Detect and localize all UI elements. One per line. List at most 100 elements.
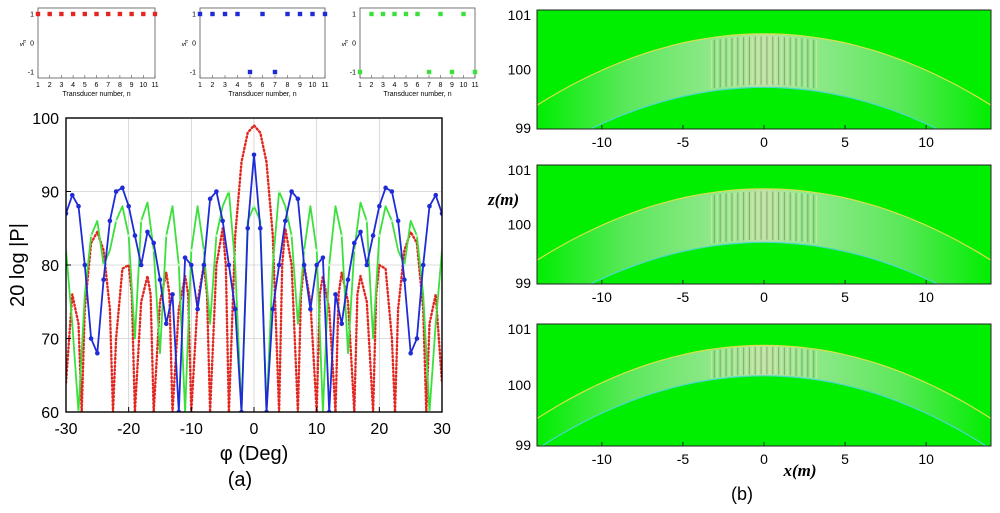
x-tick-label: 10 <box>139 82 147 89</box>
plot-area <box>66 124 442 412</box>
weight-marker <box>392 11 397 17</box>
x-tick-label: 7 <box>273 82 277 89</box>
x-tick-label: 20 <box>370 421 388 438</box>
x-tick-label: -10 <box>592 134 612 150</box>
field-area <box>537 165 991 284</box>
y-axis-label: z(m) <box>487 190 519 209</box>
x-tick-label: 2 <box>48 82 52 89</box>
band-lower-edge <box>589 241 939 284</box>
y-tick-label: 1 <box>192 12 196 19</box>
beam-pattern-plot: -30 -20 -10 0 10 20 30 60 70 80 90 100 φ (Deg) 20 log… <box>7 111 451 465</box>
series-marker-blue-markers <box>126 203 131 209</box>
series-marker-blue-markers <box>377 203 382 209</box>
plot-frame <box>37 7 156 79</box>
series-marker-blue-markers <box>170 292 175 297</box>
series-marker-blue-markers <box>395 218 401 224</box>
x-tick-label: 10 <box>309 82 317 89</box>
y-tick-label: 0 <box>30 41 34 48</box>
field-area <box>537 10 991 129</box>
series-marker-green-pattern <box>415 234 419 238</box>
series-marker-blue-markers <box>207 196 213 202</box>
series-marker-green-pattern <box>114 219 118 223</box>
x-tick-label: -10 <box>592 451 612 467</box>
series-marker-blue-markers <box>226 262 232 268</box>
x-tick-label: -5 <box>677 134 690 150</box>
series-marker-blue-markers <box>69 192 75 198</box>
series-marker-blue-markers <box>201 262 207 268</box>
weight-marker <box>472 69 478 75</box>
series-marker-blue-markers <box>163 321 169 327</box>
band-lower-edge <box>589 86 939 129</box>
x-tick-label: 0 <box>760 289 768 305</box>
series-marker-blue-markers <box>257 225 263 231</box>
x-tick-label: -5 <box>677 289 690 305</box>
panel-a-caption: (a) <box>228 469 252 491</box>
series-marker-blue-markers <box>420 262 426 268</box>
weight-marker <box>35 11 41 17</box>
series-marker-green-pattern <box>290 234 293 238</box>
x-tick-label: 10 <box>918 134 934 150</box>
y-tick-label: 99 <box>515 275 531 291</box>
weight-marker <box>222 11 228 17</box>
y-tick-label: 90 <box>41 185 59 202</box>
y-tick-label: 0 <box>192 41 196 48</box>
weight-marker <box>47 11 52 17</box>
field-panel-3: -10 -5 0 5 10 99 100 101 x(m) <box>508 321 992 480</box>
x-tick-label: 6 <box>261 82 265 89</box>
x-tick-label: 5 <box>841 289 849 305</box>
series-marker-blue-markers <box>182 255 188 260</box>
series-marker-blue-markers <box>76 203 81 209</box>
y-tick-label: -1 <box>28 70 34 77</box>
weight-marker <box>59 11 64 17</box>
series-marker-green-pattern <box>377 234 381 238</box>
weight-marker <box>94 11 99 17</box>
y-tick-label: 1 <box>30 12 34 19</box>
y-tick-label: 101 <box>508 162 532 178</box>
x-tick-label: 9 <box>130 82 134 89</box>
series-marker-blue-markers <box>408 350 413 356</box>
series-marker-green-pattern <box>139 219 143 223</box>
series-marker-blue-markers <box>276 262 282 268</box>
weight-marker <box>129 11 134 17</box>
series-marker-blue-markers <box>364 262 370 268</box>
weight-marker <box>449 69 455 75</box>
series-marker-blue-markers <box>308 306 313 312</box>
weight-marker <box>210 11 215 17</box>
series-marker-green-pattern <box>189 248 193 252</box>
x-tick-label: 11 <box>321 82 328 89</box>
series-marker-blue-markers <box>214 189 219 194</box>
weight-marker <box>141 11 146 17</box>
series-marker-blue-markers <box>270 306 276 312</box>
y-tick-label: 101 <box>508 321 532 337</box>
plot-frame <box>359 7 476 79</box>
plot-frame <box>199 7 326 79</box>
band-upper-edge <box>537 188 991 261</box>
x-tick-label: 9 <box>298 82 302 89</box>
weight-marker <box>426 69 432 75</box>
x-tick-label: 1 <box>36 82 40 89</box>
series-marker-green-pattern <box>390 219 394 223</box>
series-marker-blue-markers <box>138 262 144 268</box>
y-tick-label: 70 <box>41 332 59 349</box>
series-marker-blue-markers <box>195 306 200 312</box>
weight-marker <box>260 11 265 17</box>
x-tick-label: 5 <box>841 451 849 467</box>
series-marker-blue-markers <box>151 240 157 246</box>
series-marker-green-pattern <box>340 234 344 238</box>
series-marker-blue-markers <box>320 255 326 260</box>
x-axis-label: Transducer number, n <box>228 91 296 98</box>
series-marker-blue-markers <box>389 189 395 194</box>
series-marker-blue-markers <box>283 218 288 224</box>
series-marker-blue-markers <box>301 262 307 268</box>
series-marker-blue-markers <box>107 218 113 224</box>
x-tick-label: 0 <box>250 421 259 438</box>
x-tick-label: -20 <box>117 421 140 438</box>
series-marker-blue-markers <box>289 189 294 194</box>
y-tick-label: -1 <box>190 70 196 77</box>
x-tick-label: 2 <box>370 82 374 89</box>
y-tick-label: 100 <box>32 111 59 128</box>
weight-marker <box>197 11 203 17</box>
series-marker-blue-markers <box>351 240 357 246</box>
x-tick-label: 11 <box>151 82 158 89</box>
